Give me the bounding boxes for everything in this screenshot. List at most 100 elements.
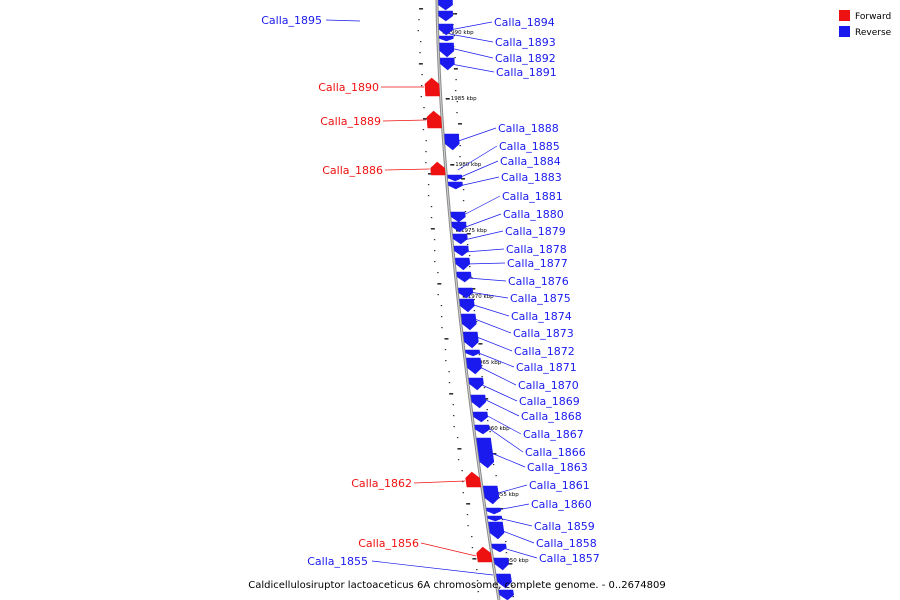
backbone-highlight xyxy=(436,0,500,600)
scale-tick xyxy=(459,145,461,147)
scale-tick xyxy=(495,475,497,477)
scale-tick xyxy=(434,261,436,263)
scale-tick xyxy=(421,74,423,76)
scale-tick xyxy=(419,8,424,10)
scale-tick xyxy=(483,387,486,389)
leader-line xyxy=(469,291,509,299)
scale-tick xyxy=(473,310,476,312)
gene-label-calla-1878: Calla_1878 xyxy=(506,243,567,256)
scale-tick xyxy=(461,470,463,472)
scale-tick xyxy=(419,52,421,54)
scale-tick xyxy=(437,272,439,274)
scale-tick xyxy=(477,591,479,593)
scale-label: 1965 kbp xyxy=(475,360,501,366)
gene-label-calla-1873: Calla_1873 xyxy=(513,327,574,340)
gene-arrow-reverse xyxy=(453,245,469,257)
reverse-swatch xyxy=(839,26,850,37)
gene-arrow-reverse xyxy=(451,221,467,233)
gene-arrow-forward xyxy=(430,161,446,176)
gene-arrow-reverse xyxy=(454,257,471,271)
scale-label: 1990 kbp xyxy=(448,30,474,36)
scale-tick xyxy=(467,525,469,527)
scale-tick xyxy=(466,514,469,516)
gene-label-calla-1869: Calla_1869 xyxy=(519,395,580,408)
gene-label-calla-1871: Calla_1871 xyxy=(516,361,577,374)
scale-tick xyxy=(472,558,477,560)
gene-arrow-reverse xyxy=(447,174,463,182)
gene-arrow-reverse xyxy=(456,271,472,283)
scale-tick xyxy=(457,123,462,125)
scale-tick xyxy=(441,327,443,329)
scale-label: 1960 kbp xyxy=(484,426,510,432)
leader-line xyxy=(475,351,515,368)
scale-tick xyxy=(427,195,430,197)
scale-tick xyxy=(478,343,483,345)
gene-label-calla-1859: Calla_1859 xyxy=(534,520,595,533)
gene-arrow-reverse xyxy=(488,521,505,540)
gene-arrow-reverse xyxy=(493,557,510,571)
scale-tick xyxy=(508,563,513,565)
leader-line xyxy=(382,119,427,122)
leader-line xyxy=(450,63,495,73)
scale-label: 1980 kbp xyxy=(455,162,481,168)
scale-tick xyxy=(505,552,508,554)
scale-tick xyxy=(422,118,427,120)
gene-arrow-reverse xyxy=(450,211,466,223)
gene-arrow-reverse xyxy=(498,589,514,600)
scale-tick xyxy=(428,173,433,175)
leader-line xyxy=(461,195,501,217)
leader-line xyxy=(502,547,538,559)
scale-tick xyxy=(433,239,436,241)
leader-line xyxy=(498,517,533,527)
minor-ticks xyxy=(417,8,514,598)
forward-legend-label: Forward xyxy=(855,12,891,22)
gene-arrow-reverse xyxy=(452,233,468,245)
scale-tick xyxy=(455,79,457,81)
scale-tick xyxy=(452,404,454,406)
scale-label: 1955 kbp xyxy=(493,492,519,498)
gene-arrow-reverse xyxy=(472,411,489,423)
scale-tick xyxy=(501,519,504,521)
gene-label-calla-1872: Calla_1872 xyxy=(514,345,575,358)
scale-tick xyxy=(471,547,474,549)
gene-label-calla-1867: Calla_1867 xyxy=(523,428,584,441)
scale-tick xyxy=(462,481,464,483)
gene-label-calla-1874: Calla_1874 xyxy=(511,310,572,323)
scale-tick xyxy=(499,508,504,510)
gene-label-calla-1875: Calla_1875 xyxy=(510,292,571,305)
gene-label-calla-1856: Calla_1856 xyxy=(358,537,419,550)
gene-arrow-reverse xyxy=(491,543,507,553)
leader-line xyxy=(479,383,518,402)
scale-tick xyxy=(457,448,462,450)
leader-line xyxy=(497,503,530,511)
leader-line xyxy=(474,335,513,352)
scale-tick xyxy=(462,200,465,202)
scale-tick xyxy=(461,178,466,180)
gene-arrow-reverse xyxy=(458,287,474,299)
gene-label-calla-1877: Calla_1877 xyxy=(507,257,568,270)
scale-major-tick xyxy=(450,164,455,166)
gene-arrow-reverse xyxy=(487,515,503,522)
chromosome-backbone xyxy=(435,0,501,600)
leader-line xyxy=(465,248,505,253)
scale-tick xyxy=(430,206,433,208)
scale-label: 1970 kbp xyxy=(468,294,494,300)
scale-tick xyxy=(425,140,427,142)
scale-major-tick xyxy=(445,98,450,100)
scale-tick xyxy=(498,497,500,499)
gene-arrow-reverse xyxy=(476,437,495,469)
gene-labels: Calla_1895 Calla_1894 Calla_1893 Calla_1892… xyxy=(261,14,600,568)
scale-label: 1950 kbp xyxy=(503,558,529,564)
scale-tick xyxy=(430,217,433,219)
scale-tick xyxy=(489,431,491,433)
gene-arrow-reverse xyxy=(482,485,500,505)
scale-tick xyxy=(476,580,479,582)
gene-arrow-reverse xyxy=(466,357,482,375)
scale-tick xyxy=(511,585,514,587)
scale-label: 1985 kbp xyxy=(451,96,477,102)
gene-label-calla-1861: Calla_1861 xyxy=(529,479,590,492)
gene-label-calla-1889: Calla_1889 xyxy=(320,115,381,128)
scale-label: 1975 kbp xyxy=(461,228,487,234)
gene-label-calla-1891: Calla_1891 xyxy=(496,66,557,79)
